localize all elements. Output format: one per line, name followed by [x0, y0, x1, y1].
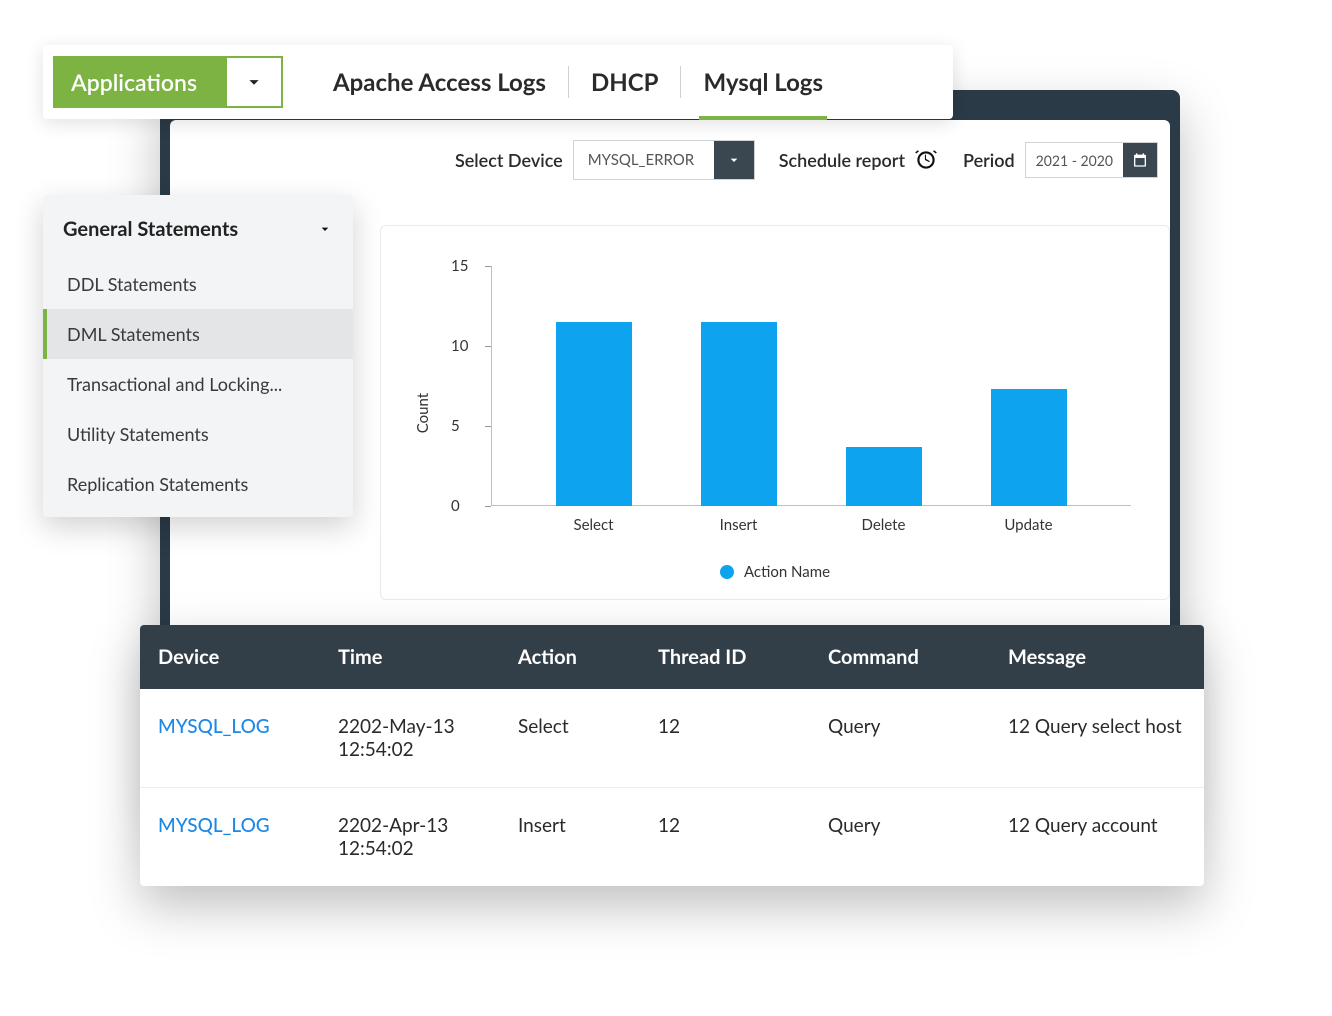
tab-apache-access-logs[interactable]: Apache Access Logs	[311, 62, 568, 102]
chart-bars: SelectInsert Delete Update	[491, 266, 1131, 506]
chart-bar-label: Insert	[720, 516, 758, 534]
sidebar-title: General Statements	[63, 217, 238, 241]
alarm-clock-icon	[913, 147, 939, 173]
period-label: Period	[963, 149, 1015, 171]
col-command: Command	[810, 625, 990, 689]
chevron-down-icon	[726, 152, 742, 168]
cell-device: MYSQL_LOG	[140, 788, 320, 887]
chart-bar	[991, 389, 1067, 506]
col-device: Device	[140, 625, 320, 689]
cell-action: Select	[500, 689, 640, 788]
col-time: Time	[320, 625, 500, 689]
sidebar: General Statements DDL Statements DML St…	[43, 195, 353, 517]
select-device-group: Select Device MYSQL_ERROR	[455, 140, 755, 180]
col-action: Action	[500, 625, 640, 689]
chart-card: Count 051015 SelectInsertDeleteUpdate Ac…	[380, 225, 1170, 600]
period-value: 2021 - 2020	[1026, 143, 1123, 177]
cell-command: Query	[810, 788, 990, 887]
sidebar-item-utility[interactable]: Utility Statements	[43, 409, 353, 459]
legend-swatch	[720, 565, 734, 579]
topbar: Applications Apache Access Logs DHCP Mys…	[43, 45, 953, 119]
device-select-value: MYSQL_ERROR	[574, 141, 714, 179]
period-select[interactable]: 2021 - 2020	[1025, 142, 1158, 178]
applications-chevron[interactable]	[225, 56, 283, 108]
sidebar-header[interactable]: General Statements	[43, 195, 353, 259]
schedule-report-label: Schedule report	[779, 149, 905, 171]
chart-ytick-mark	[485, 506, 491, 507]
chart-bar-wrap: Update	[964, 389, 1094, 506]
table-header: Device Time Action Thread ID Command Mes…	[140, 625, 1204, 689]
chart-bar-label: Select	[573, 516, 613, 534]
chart-plot: 051015 SelectInsertDeleteUpdate	[491, 266, 1131, 506]
cell-time: 2202-May-1312:54:02	[320, 689, 500, 788]
select-device-label: Select Device	[455, 149, 563, 171]
cell-action: Insert	[500, 788, 640, 887]
caret-down-icon	[317, 221, 333, 237]
col-message: Message	[990, 625, 1204, 689]
cell-message: 12 Query select host	[990, 689, 1204, 788]
log-table-card: Device Time Action Thread ID Command Mes…	[140, 625, 1204, 886]
device-link[interactable]: MYSQL_LOG	[158, 814, 270, 837]
applications-dropdown[interactable]: Applications	[53, 56, 283, 108]
chart-bar-wrap: Select	[529, 322, 659, 506]
table-row: MYSQL_LOG 2202-May-1312:54:02Select12Quer…	[140, 689, 1204, 788]
calendar-icon	[1132, 152, 1148, 168]
chart-bar-label: Delete	[862, 516, 906, 534]
log-table: Device Time Action Thread ID Command Mes…	[140, 625, 1204, 886]
table-body: MYSQL_LOG 2202-May-1312:54:02Select12Quer…	[140, 689, 1204, 886]
cell-thread: 12	[640, 689, 810, 788]
cell-thread: 12	[640, 788, 810, 887]
chart-bar-wrap: Insert	[674, 322, 804, 506]
sidebar-item-dml[interactable]: DML Statements	[43, 309, 353, 359]
chart-y-axis-label: Count	[414, 392, 432, 432]
tab-dhcp[interactable]: DHCP	[569, 62, 680, 102]
device-link[interactable]: MYSQL_LOG	[158, 715, 270, 738]
chart-bar	[846, 447, 922, 506]
cell-device: MYSQL_LOG	[140, 689, 320, 788]
tab-mysql-logs[interactable]: Mysql Logs	[681, 62, 845, 102]
device-select-chevron[interactable]	[714, 141, 754, 179]
chart-ytick-label: 5	[451, 417, 460, 435]
chart-ytick-label: 15	[451, 257, 468, 275]
legend-label: Action Name	[744, 563, 830, 581]
schedule-report[interactable]: Schedule report	[779, 147, 939, 173]
controls-row: Select Device MYSQL_ERROR Schedule repor…	[170, 140, 1170, 180]
cell-time: 2202-Apr-1312:54:02	[320, 788, 500, 887]
chart-bar-label: Update	[1004, 516, 1052, 534]
chart-ytick-label: 10	[451, 337, 468, 355]
cell-command: Query	[810, 689, 990, 788]
sidebar-item-transactional[interactable]: Transactional and Locking...	[43, 359, 353, 409]
tabbar: Apache Access Logs DHCP Mysql Logs	[311, 62, 845, 102]
table-row: MYSQL_LOG 2202-Apr-1312:54:02Insert12Quer…	[140, 788, 1204, 887]
sidebar-item-replication[interactable]: Replication Statements	[43, 459, 353, 509]
chart-ytick-label: 0	[451, 497, 460, 515]
sidebar-item-ddl[interactable]: DDL Statements	[43, 259, 353, 309]
period-group: Period 2021 - 2020	[963, 142, 1158, 178]
chart-legend: Action Name	[381, 563, 1169, 581]
applications-label: Applications	[53, 56, 225, 108]
col-thread: Thread ID	[640, 625, 810, 689]
chevron-down-icon	[243, 71, 265, 93]
chart-bar	[701, 322, 777, 506]
period-calendar-button[interactable]	[1123, 143, 1157, 177]
chart-bar	[556, 322, 632, 506]
chart-bar-wrap: Delete	[819, 447, 949, 506]
cell-message: 12 Query account	[990, 788, 1204, 887]
device-select[interactable]: MYSQL_ERROR	[573, 140, 755, 180]
